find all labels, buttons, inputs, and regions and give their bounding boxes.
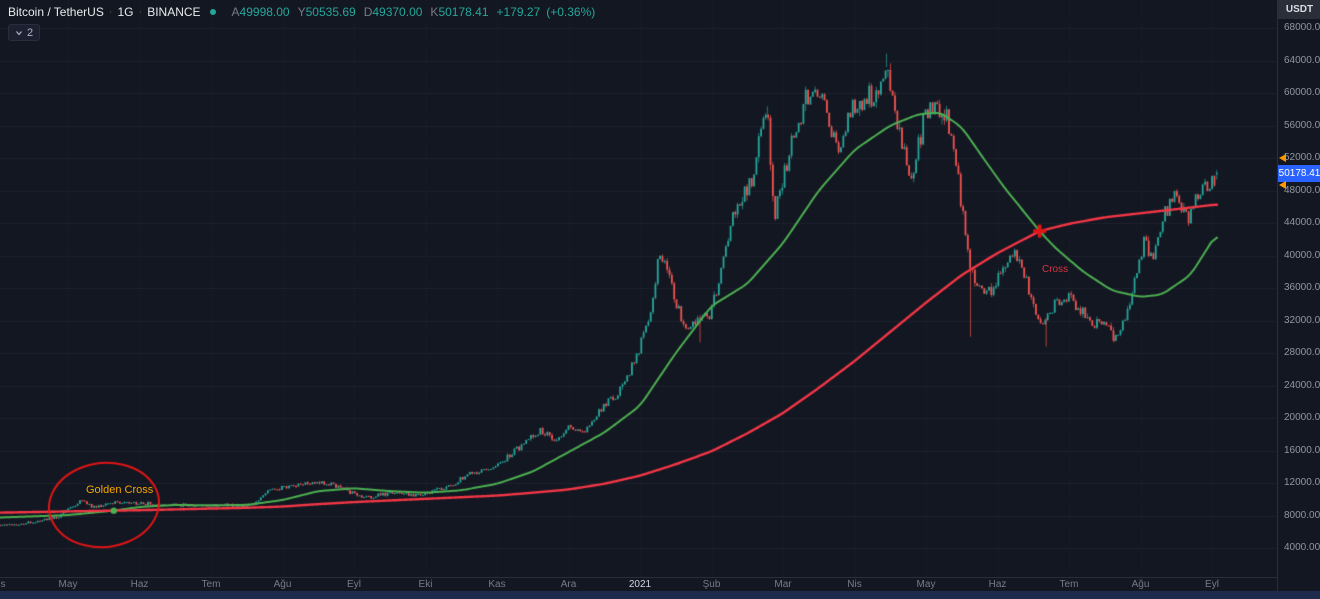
price-alert-arrow-icon[interactable] — [1279, 154, 1286, 162]
price-tick-label: 56000.00 — [1284, 119, 1320, 131]
axis-currency-label: USDT — [1278, 0, 1320, 19]
price-tick-label: 40000.00 — [1284, 249, 1320, 261]
hidden-indicators-count: 2 — [27, 26, 34, 39]
price-tick-label: 12000.00 — [1284, 477, 1320, 488]
low-value: 49370.00 — [372, 5, 423, 19]
ohlc-close: K50178.41 — [430, 5, 488, 19]
ohlc-open: A49998.00 — [232, 5, 290, 19]
close-label: K — [430, 5, 439, 19]
time-tick-label: Nis — [847, 579, 862, 590]
time-tick-label: Ara — [560, 579, 577, 590]
time-tick-label: Tem — [1059, 579, 1079, 590]
low-label: D — [363, 5, 373, 19]
price-tick-label: 44000.00 — [1284, 217, 1320, 228]
price-tick-label: 16000.00 — [1284, 444, 1320, 456]
price-tick-label: 8000.00 — [1284, 509, 1320, 521]
ohlc-high: Y50535.69 — [298, 5, 356, 19]
price-tick-label: 20000.00 — [1284, 412, 1320, 423]
timeframe-label[interactable]: 1G — [117, 5, 134, 19]
legend-separator: · — [138, 6, 143, 18]
legend-separator: · — [108, 6, 113, 18]
chevron-down-icon — [16, 30, 22, 35]
price-tick-label: 28000.00 — [1284, 347, 1320, 358]
exchange-label: BINANCE — [147, 5, 201, 19]
bottom-toolbar — [0, 591, 1320, 599]
market-status-icon — [209, 9, 216, 15]
time-tick-label: Şub — [702, 579, 721, 590]
open-label: A — [231, 5, 240, 19]
price-tick-label: 48000.00 — [1284, 184, 1320, 196]
ohlc-readout: A49998.00 Y50535.69 D49370.00 K50178.41 … — [232, 5, 602, 19]
ohlc-low: D49370.00 — [364, 5, 423, 19]
price-tick-label: 60000.00 — [1284, 87, 1320, 98]
time-tick-label: s — [0, 579, 6, 590]
candlestick-chart-canvas[interactable] — [0, 0, 1277, 577]
time-tick-label: Eyl — [347, 579, 361, 590]
time-tick-label: Tem — [201, 579, 221, 590]
indicators-collapse-button[interactable]: 2 — [8, 24, 41, 41]
time-tick-label: Eyl — [1205, 579, 1219, 590]
time-tick-label: May — [916, 579, 936, 590]
high-label: Y — [297, 5, 306, 19]
price-tick-label: 64000.00 — [1284, 54, 1320, 66]
last-price-badge: 50178.41 — [1278, 164, 1320, 182]
time-tick-label: Eki — [418, 579, 433, 590]
time-tick-label: Ağu — [273, 579, 292, 590]
change-absolute: +179.27 — [496, 5, 541, 19]
time-tick-label: Haz — [988, 579, 1007, 590]
time-tick-label: Haz — [130, 579, 149, 590]
time-tick-label: May — [58, 579, 78, 590]
price-tick-label: 24000.00 — [1284, 379, 1320, 391]
change-percent: (+0.36%) — [546, 5, 596, 19]
price-tick-label: 52000.00 — [1284, 152, 1320, 163]
price-tick-label: 68000.00 — [1284, 22, 1320, 33]
time-tick-label: Ağu — [1131, 579, 1150, 590]
time-tick-label: Mar — [774, 579, 792, 590]
death-cross-label[interactable]: Cross — [1042, 264, 1069, 275]
symbol-name[interactable]: Bitcoin / TetherUS — [8, 5, 104, 19]
high-value: 50535.69 — [305, 5, 356, 19]
time-axis[interactable]: s May Haz Tem Ağu Eyl Eki Kas Ara 2021 Şub Mar Nis Ma… — [0, 577, 1277, 592]
price-tick-label: 4000.00 — [1284, 542, 1320, 553]
time-tick-label: Kas — [488, 579, 506, 590]
price-tick-label: 32000.00 — [1284, 314, 1320, 326]
close-value: 50178.41 — [438, 5, 489, 19]
price-alert-arrow-icon[interactable] — [1279, 181, 1286, 190]
open-value: 49998.00 — [239, 5, 290, 19]
price-axis[interactable]: USDT 68000.00 64000.00 60000.00 56000.00 520… — [1277, 0, 1320, 591]
symbol-legend: Bitcoin / TetherUS · 1G · BINANCE A49998… — [8, 5, 601, 19]
price-tick-label: 36000.00 — [1284, 282, 1320, 293]
golden-cross-label[interactable]: Golden Cross — [86, 484, 154, 496]
time-tick-label: 2021 — [628, 579, 652, 590]
